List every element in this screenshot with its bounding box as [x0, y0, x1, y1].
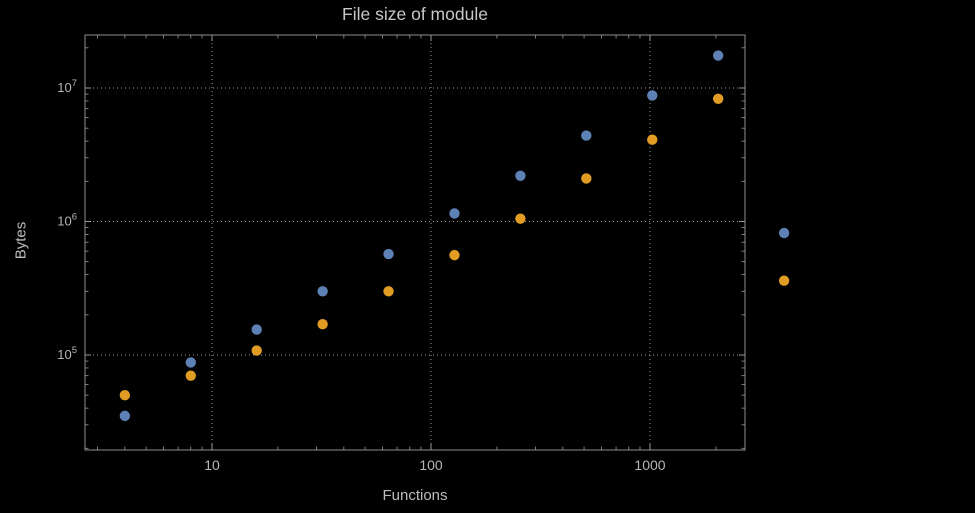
data-point-series-orange — [383, 286, 394, 297]
chart-title: File size of module — [342, 4, 488, 24]
data-point-series-orange — [515, 213, 526, 224]
plot-frame — [84, 34, 746, 451]
data-point-series-blue — [317, 286, 328, 297]
data-point-series-blue — [383, 248, 394, 260]
data-point-series-orange — [251, 345, 262, 356]
data-point-series-blue — [119, 410, 131, 422]
data-point-series-orange — [712, 93, 724, 105]
data-point-series-orange — [581, 173, 592, 184]
data-point-series-blue — [449, 208, 460, 219]
y-tick-label: 107 — [57, 78, 77, 95]
data-point-series-blue — [515, 170, 526, 181]
data-point-series-orange — [317, 319, 328, 330]
y-tick-label: 105 — [57, 345, 77, 362]
data-point-series-blue — [778, 227, 790, 239]
data-point-series-orange — [647, 134, 658, 145]
x-axis-label: Functions — [382, 487, 448, 504]
data-point-series-blue — [251, 324, 262, 335]
x-tick-label: 10 — [204, 457, 220, 473]
y-axis-label: Bytes — [12, 221, 30, 260]
data-point-series-orange — [449, 249, 460, 261]
data-point-series-blue — [712, 50, 724, 61]
data-point-series-blue — [185, 357, 196, 368]
y-tick-label: 106 — [57, 212, 77, 229]
data-point-series-orange — [778, 275, 790, 286]
data-point-series-blue — [647, 90, 658, 101]
data-point-series-orange — [185, 370, 196, 381]
x-tick-label: 1000 — [634, 457, 665, 473]
data-point-series-orange — [119, 389, 131, 401]
data-point-series-blue — [581, 130, 592, 141]
x-tick-label: 100 — [419, 457, 443, 473]
